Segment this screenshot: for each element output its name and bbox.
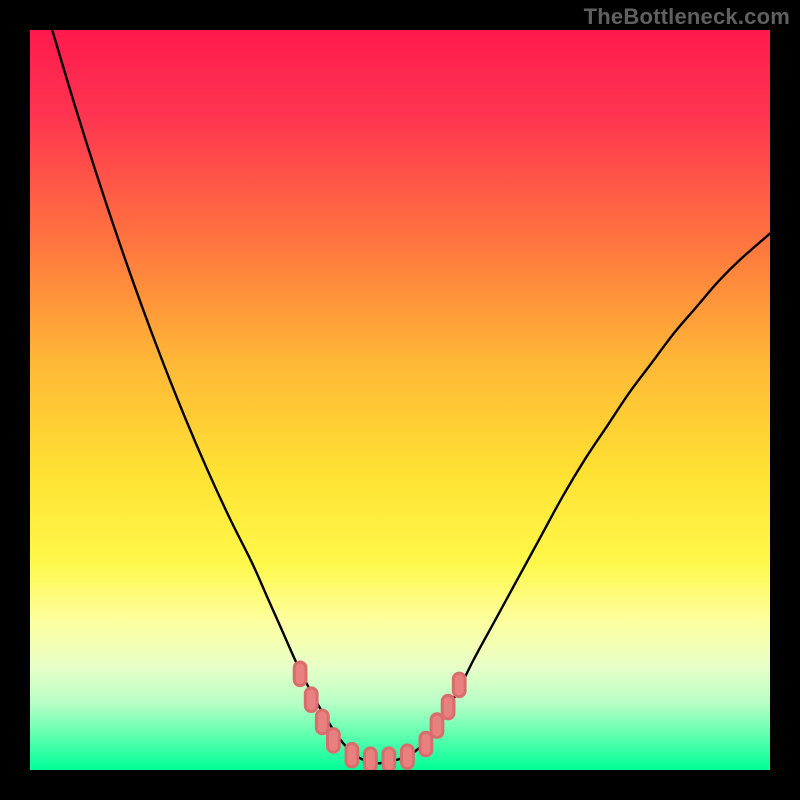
data-marker	[316, 710, 328, 734]
plot-area	[30, 30, 770, 770]
data-marker	[453, 673, 465, 697]
data-marker	[431, 714, 443, 738]
data-marker	[442, 695, 454, 719]
data-marker	[420, 732, 432, 756]
data-marker	[346, 743, 358, 767]
data-marker	[294, 662, 306, 686]
data-marker	[364, 748, 376, 770]
data-marker	[305, 688, 317, 712]
data-marker	[383, 748, 395, 770]
data-markers	[294, 662, 465, 770]
data-marker	[327, 729, 339, 753]
curves-layer	[30, 30, 770, 770]
data-marker	[401, 745, 413, 769]
curve-left	[52, 30, 400, 763]
chart-container: TheBottleneck.com	[0, 0, 800, 800]
watermark-label: TheBottleneck.com	[584, 4, 790, 30]
